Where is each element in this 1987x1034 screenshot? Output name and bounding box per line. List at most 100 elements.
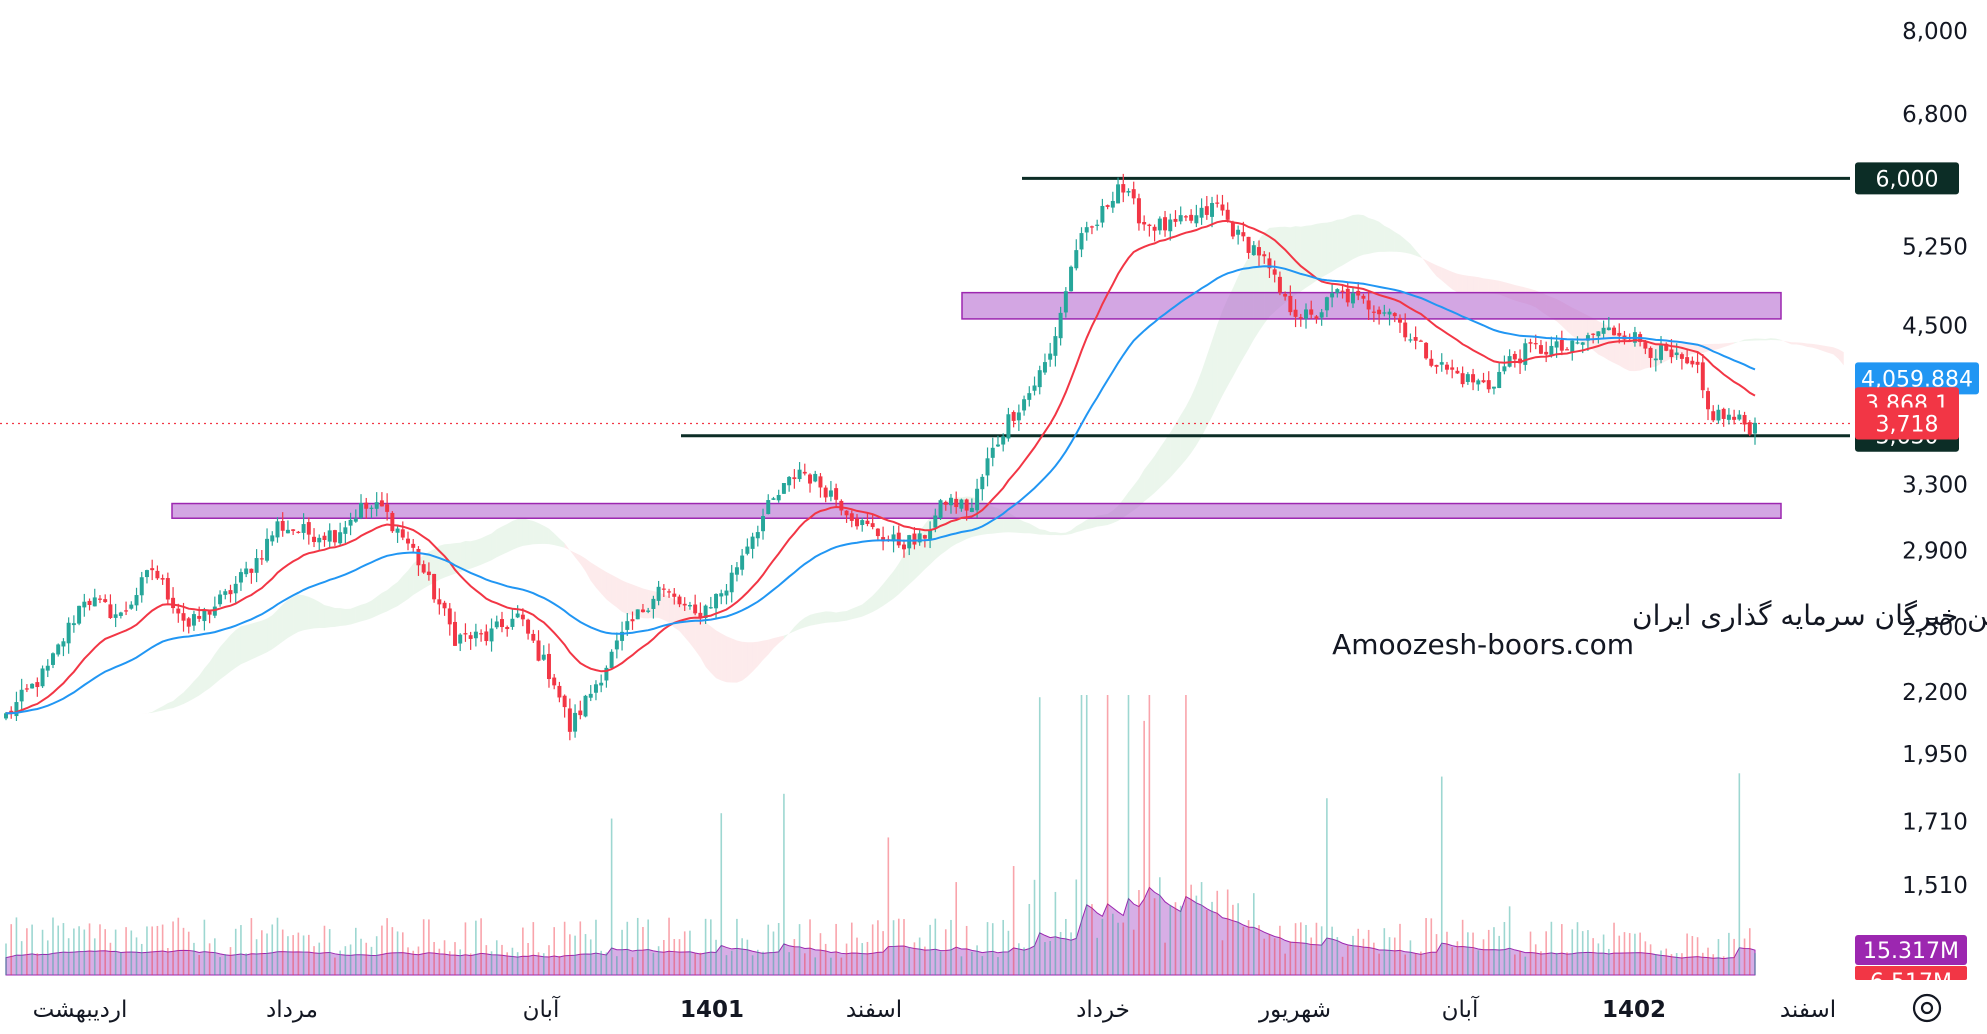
candle-body [1089, 226, 1094, 228]
volume-bar [1059, 931, 1062, 975]
candle-body [969, 507, 974, 512]
volume-bar [15, 917, 18, 975]
y-tick-label: 1,510 [1902, 873, 1968, 899]
volume-bar [1038, 697, 1041, 975]
candle-body [1063, 291, 1068, 313]
candle-body [1690, 360, 1695, 365]
x-tick-label: 1402 [1602, 997, 1666, 1023]
volume-bar [1195, 895, 1198, 975]
volume-bar [522, 927, 524, 975]
time-axis[interactable]: اردیبهشت مرداد آبان 1401 اسفند خرداد شهریور آبا… [33, 995, 1837, 1023]
cloud-segment [1352, 214, 1359, 260]
candle-body [583, 695, 588, 717]
volume-bar [182, 927, 185, 975]
volume-bar [1686, 933, 1688, 975]
candle-body [400, 529, 405, 538]
volume-bar [1404, 954, 1406, 975]
volume-bar [1117, 922, 1119, 975]
volume-bar [1378, 953, 1380, 975]
volume-bar [1383, 928, 1386, 975]
candle-body [144, 570, 149, 578]
volume-bar [62, 923, 65, 975]
candle-body [844, 510, 849, 516]
cloud-segment [601, 568, 607, 600]
volume-bar [370, 946, 373, 975]
cloud-segment [1734, 341, 1740, 344]
volume-bar [532, 922, 535, 975]
volume-bar [396, 931, 399, 975]
price-axis[interactable]: 8,000 6,800 5,250 4,500 3,300 2,900 2,500 2,200… [1902, 19, 1968, 899]
candle-body [1580, 342, 1585, 345]
x-tick-label: خرداد [1076, 997, 1130, 1023]
volume-bar [1524, 956, 1527, 975]
candle-body [1267, 258, 1272, 269]
volume-bar [819, 933, 822, 975]
cloud-segment [209, 654, 215, 689]
volume-bar [1665, 948, 1668, 975]
candle-body [359, 502, 364, 518]
ma-line-1 [6, 219, 1756, 715]
volume-bar [903, 919, 905, 975]
candle-body [458, 634, 463, 644]
candle-body [35, 682, 40, 688]
volume-bar [1649, 944, 1652, 975]
cloud-segment [580, 555, 586, 572]
volume-bar [234, 928, 237, 975]
candle-body [1147, 224, 1152, 227]
y-tick-label: 3,300 [1902, 473, 1968, 499]
cloud-segment [543, 525, 549, 545]
settings-gear-icon[interactable] [1912, 993, 1942, 1023]
cloud-segment [564, 543, 570, 551]
volume-bar [1514, 954, 1516, 975]
cloud-segment [1222, 298, 1228, 396]
candle-body [139, 577, 144, 596]
cloud-segment [282, 599, 288, 642]
volume-bar [981, 956, 984, 975]
candle-body [1293, 309, 1298, 317]
cloud-segment [1838, 349, 1844, 366]
cloud-segment [747, 642, 753, 677]
candle-body [567, 708, 572, 732]
cloud-segment [329, 606, 335, 628]
volume-bar [730, 950, 733, 975]
candle-body [635, 609, 640, 620]
candle-body [1491, 386, 1496, 389]
cloud-segment [903, 546, 910, 590]
volume-bar [161, 924, 164, 975]
volume-bar [1331, 926, 1333, 975]
cloud-segment [836, 611, 842, 623]
cloud-segment [1185, 396, 1192, 460]
candle-body [66, 622, 71, 644]
cloud-segment [501, 523, 508, 555]
candle-body [181, 613, 186, 621]
volume-bar [302, 935, 305, 975]
volume-bar [861, 943, 864, 975]
candle-body [651, 598, 656, 609]
candle-body [1679, 354, 1684, 359]
candle-body [463, 633, 468, 635]
volume-bar [1127, 695, 1130, 975]
candle-body [171, 597, 176, 609]
candle-body [766, 500, 771, 515]
volume-bar [281, 929, 284, 975]
candle-body [933, 515, 938, 528]
cloud-segment [1405, 239, 1411, 254]
candle-body [1084, 227, 1089, 233]
volume-bar [1681, 953, 1683, 975]
cloud-segment [1039, 529, 1045, 535]
cloud-segment [183, 686, 189, 705]
candle-body [92, 597, 97, 607]
cloud-segment [1765, 338, 1771, 341]
volume-bar [997, 957, 999, 975]
cloud-segment [575, 552, 581, 564]
cloud-segment [1368, 217, 1374, 254]
cloud-segment [559, 538, 565, 548]
cloud-segment [846, 608, 852, 621]
candle-body [1079, 233, 1084, 250]
candle-body [353, 518, 358, 522]
cloud-segment [334, 607, 341, 627]
candle-body [980, 476, 985, 490]
volume-bar [1660, 950, 1662, 975]
